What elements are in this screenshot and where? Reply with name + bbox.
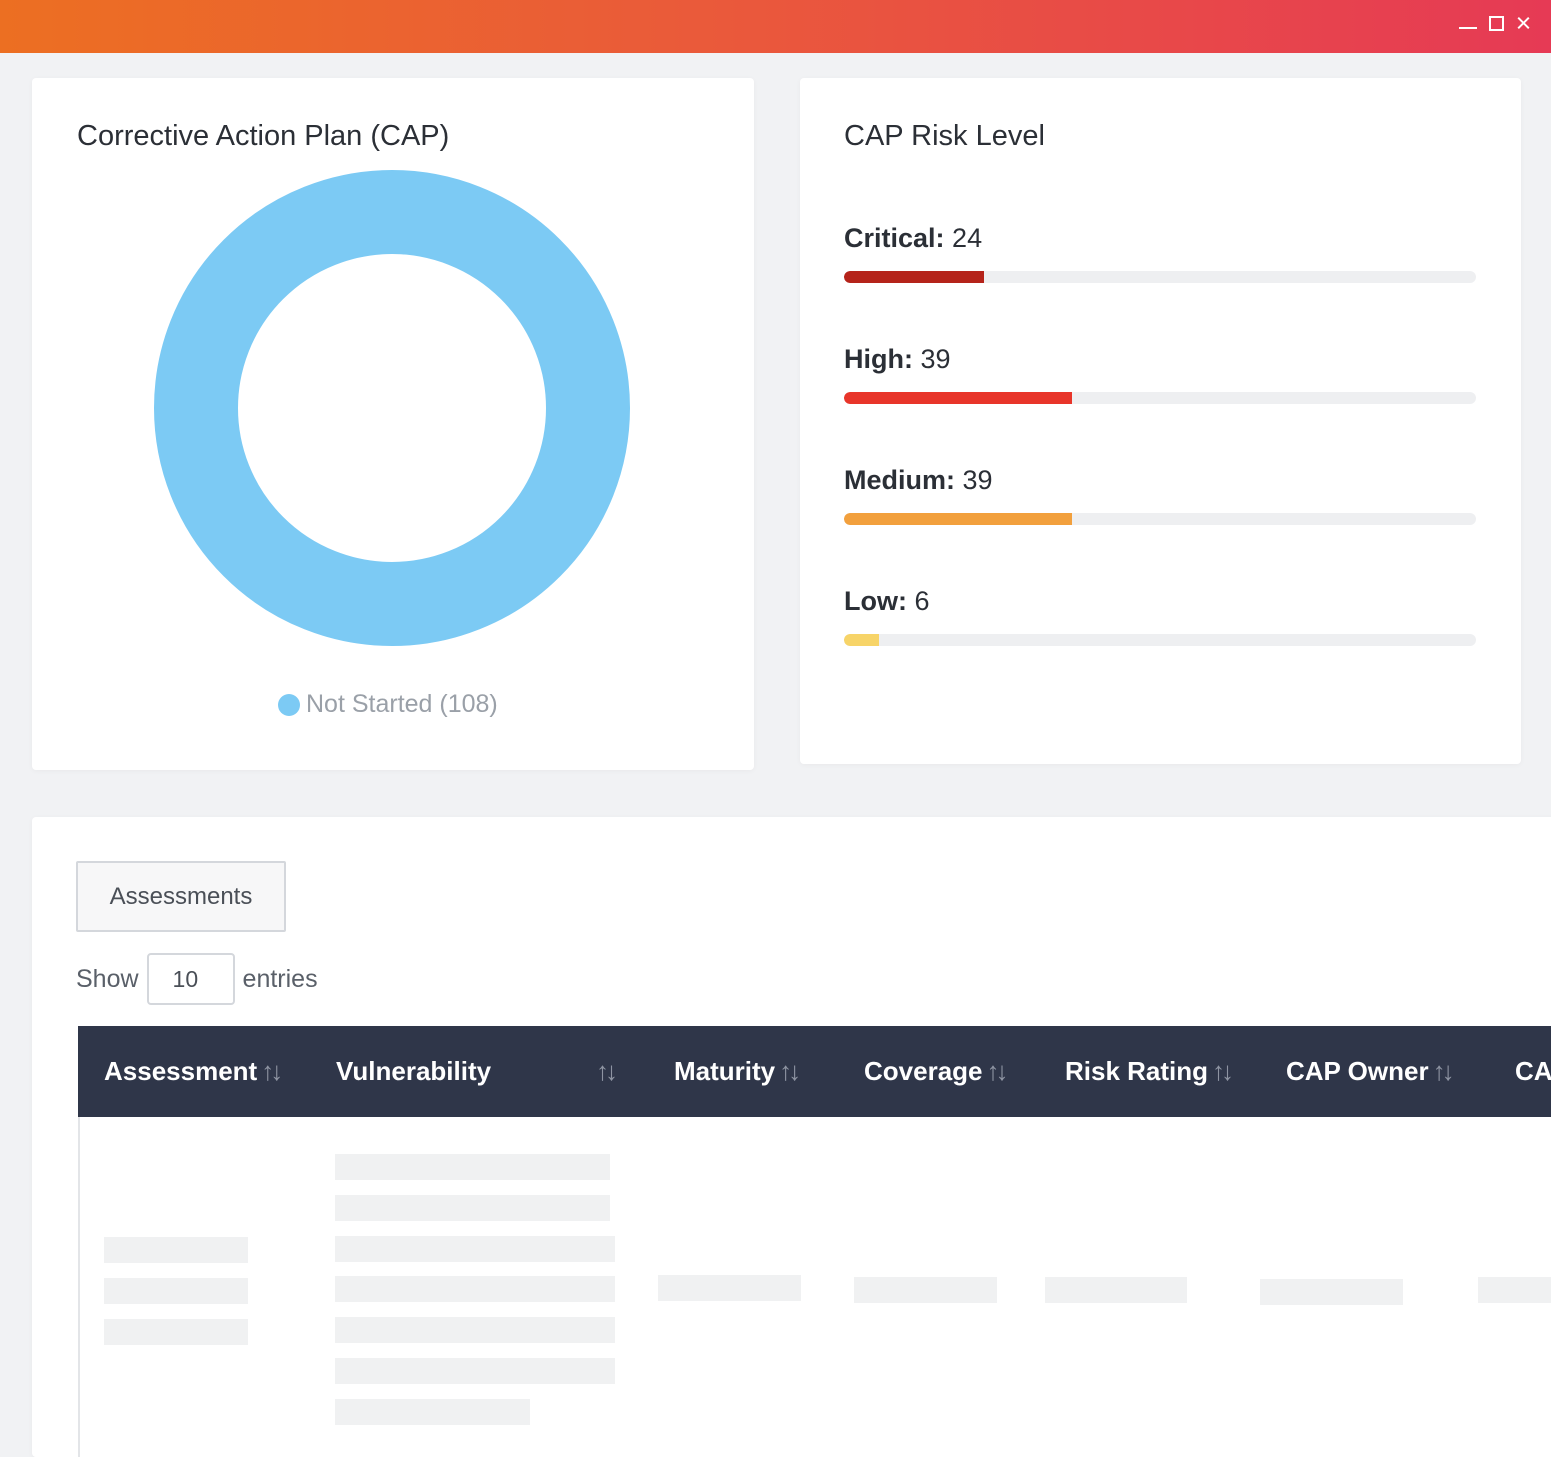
show-label: Show — [76, 964, 139, 993]
placeholder-cell — [335, 1358, 615, 1384]
cap-donut-chart — [154, 170, 630, 646]
placeholder-cell — [1045, 1277, 1187, 1303]
risk-label: Medium: 39 — [844, 465, 993, 495]
minimize-icon[interactable] — [1459, 14, 1477, 32]
sort-icon[interactable]: ↑↓ — [1212, 1056, 1234, 1086]
risk-bar-fill — [844, 271, 985, 283]
assessments-tab[interactable]: Assessments — [76, 861, 286, 932]
cap-chart-card: Corrective Action Plan (CAP) Not Started… — [32, 78, 754, 770]
close-icon[interactable] — [1515, 14, 1533, 32]
placeholder-cell — [104, 1319, 248, 1345]
donut-slice-not-started[interactable] — [154, 170, 630, 646]
assessments-table-card: Assessments Show 10 entries Assessment ↑↓… — [32, 817, 1551, 1457]
risk-label: Low: 6 — [844, 586, 930, 616]
placeholder-cell — [1478, 1277, 1551, 1303]
risk-level-card: CAP Risk Level Critical: 24 High: 39 Med… — [800, 78, 1521, 764]
placeholder-cell — [854, 1277, 997, 1303]
placeholder-cell — [335, 1317, 615, 1343]
risk-label: High: 39 — [844, 344, 951, 374]
legend-label: Not Started (108) — [306, 690, 498, 718]
risk-bar-track — [844, 634, 1476, 646]
window-controls — [1459, 14, 1533, 32]
risk-bar-track — [844, 392, 1476, 404]
maximize-icon[interactable] — [1487, 14, 1505, 32]
column-header-coverage[interactable]: Coverage ↑↓ — [864, 1056, 1009, 1086]
risk-bar-fill — [844, 634, 880, 646]
sort-icon[interactable]: ↑↓ — [1432, 1056, 1455, 1086]
risk-bar-track — [844, 513, 1476, 525]
column-header-ca[interactable]: CA — [1515, 1056, 1551, 1086]
placeholder-cell — [335, 1236, 615, 1262]
placeholder-cell — [335, 1195, 610, 1221]
window-titlebar — [0, 0, 1551, 53]
placeholder-cell — [104, 1278, 248, 1304]
placeholder-cell — [104, 1237, 248, 1263]
risk-item-critical: Critical: 24 — [844, 223, 1476, 283]
chart-legend[interactable]: Not Started (108) — [278, 690, 498, 719]
risk-level-title: CAP Risk Level — [844, 120, 1045, 152]
table-body — [78, 1117, 1551, 1457]
sort-icon[interactable]: ↑↓ — [986, 1056, 1009, 1086]
placeholder-cell — [335, 1399, 530, 1425]
placeholder-cell — [1260, 1279, 1403, 1305]
column-header-vulnerability[interactable]: Vulnerability — [336, 1056, 492, 1086]
placeholder-cell — [335, 1276, 615, 1302]
risk-label: Critical: 24 — [844, 223, 983, 253]
risk-item-medium: Medium: 39 — [844, 465, 1476, 525]
column-header-cap-owner[interactable]: CAP Owner ↑↓ — [1286, 1056, 1455, 1086]
column-header-risk-rating[interactable]: Risk Rating ↑↓ — [1065, 1056, 1234, 1086]
risk-bar-track — [844, 271, 1476, 283]
risk-bar-fill — [844, 392, 1073, 404]
risk-item-high: High: 39 — [844, 344, 1476, 404]
sort-icon[interactable]: ↑↓ — [779, 1056, 801, 1086]
risk-item-low: Low: 6 — [844, 586, 1476, 646]
column-header-assessment[interactable]: Assessment ↑↓ — [104, 1056, 283, 1086]
column-header-maturity[interactable]: Maturity ↑↓ — [674, 1056, 801, 1086]
sort-icon[interactable]: ↑↓ — [261, 1056, 283, 1086]
placeholder-cell — [335, 1154, 610, 1180]
risk-bar-fill — [844, 513, 1073, 525]
placeholder-cell — [658, 1275, 801, 1301]
table-header: Assessment ↑↓ Vulnerability ↑↓ Maturity ↑↓… — [78, 1026, 1551, 1117]
entries-control: Show 10 entries — [76, 953, 318, 1005]
entries-label: entries — [242, 964, 318, 993]
cap-chart-title: Corrective Action Plan (CAP) — [77, 120, 450, 152]
legend-dot-icon — [278, 693, 300, 716]
entries-select[interactable]: 10 — [146, 953, 235, 1005]
sort-icon[interactable]: ↑↓ — [596, 1056, 618, 1086]
